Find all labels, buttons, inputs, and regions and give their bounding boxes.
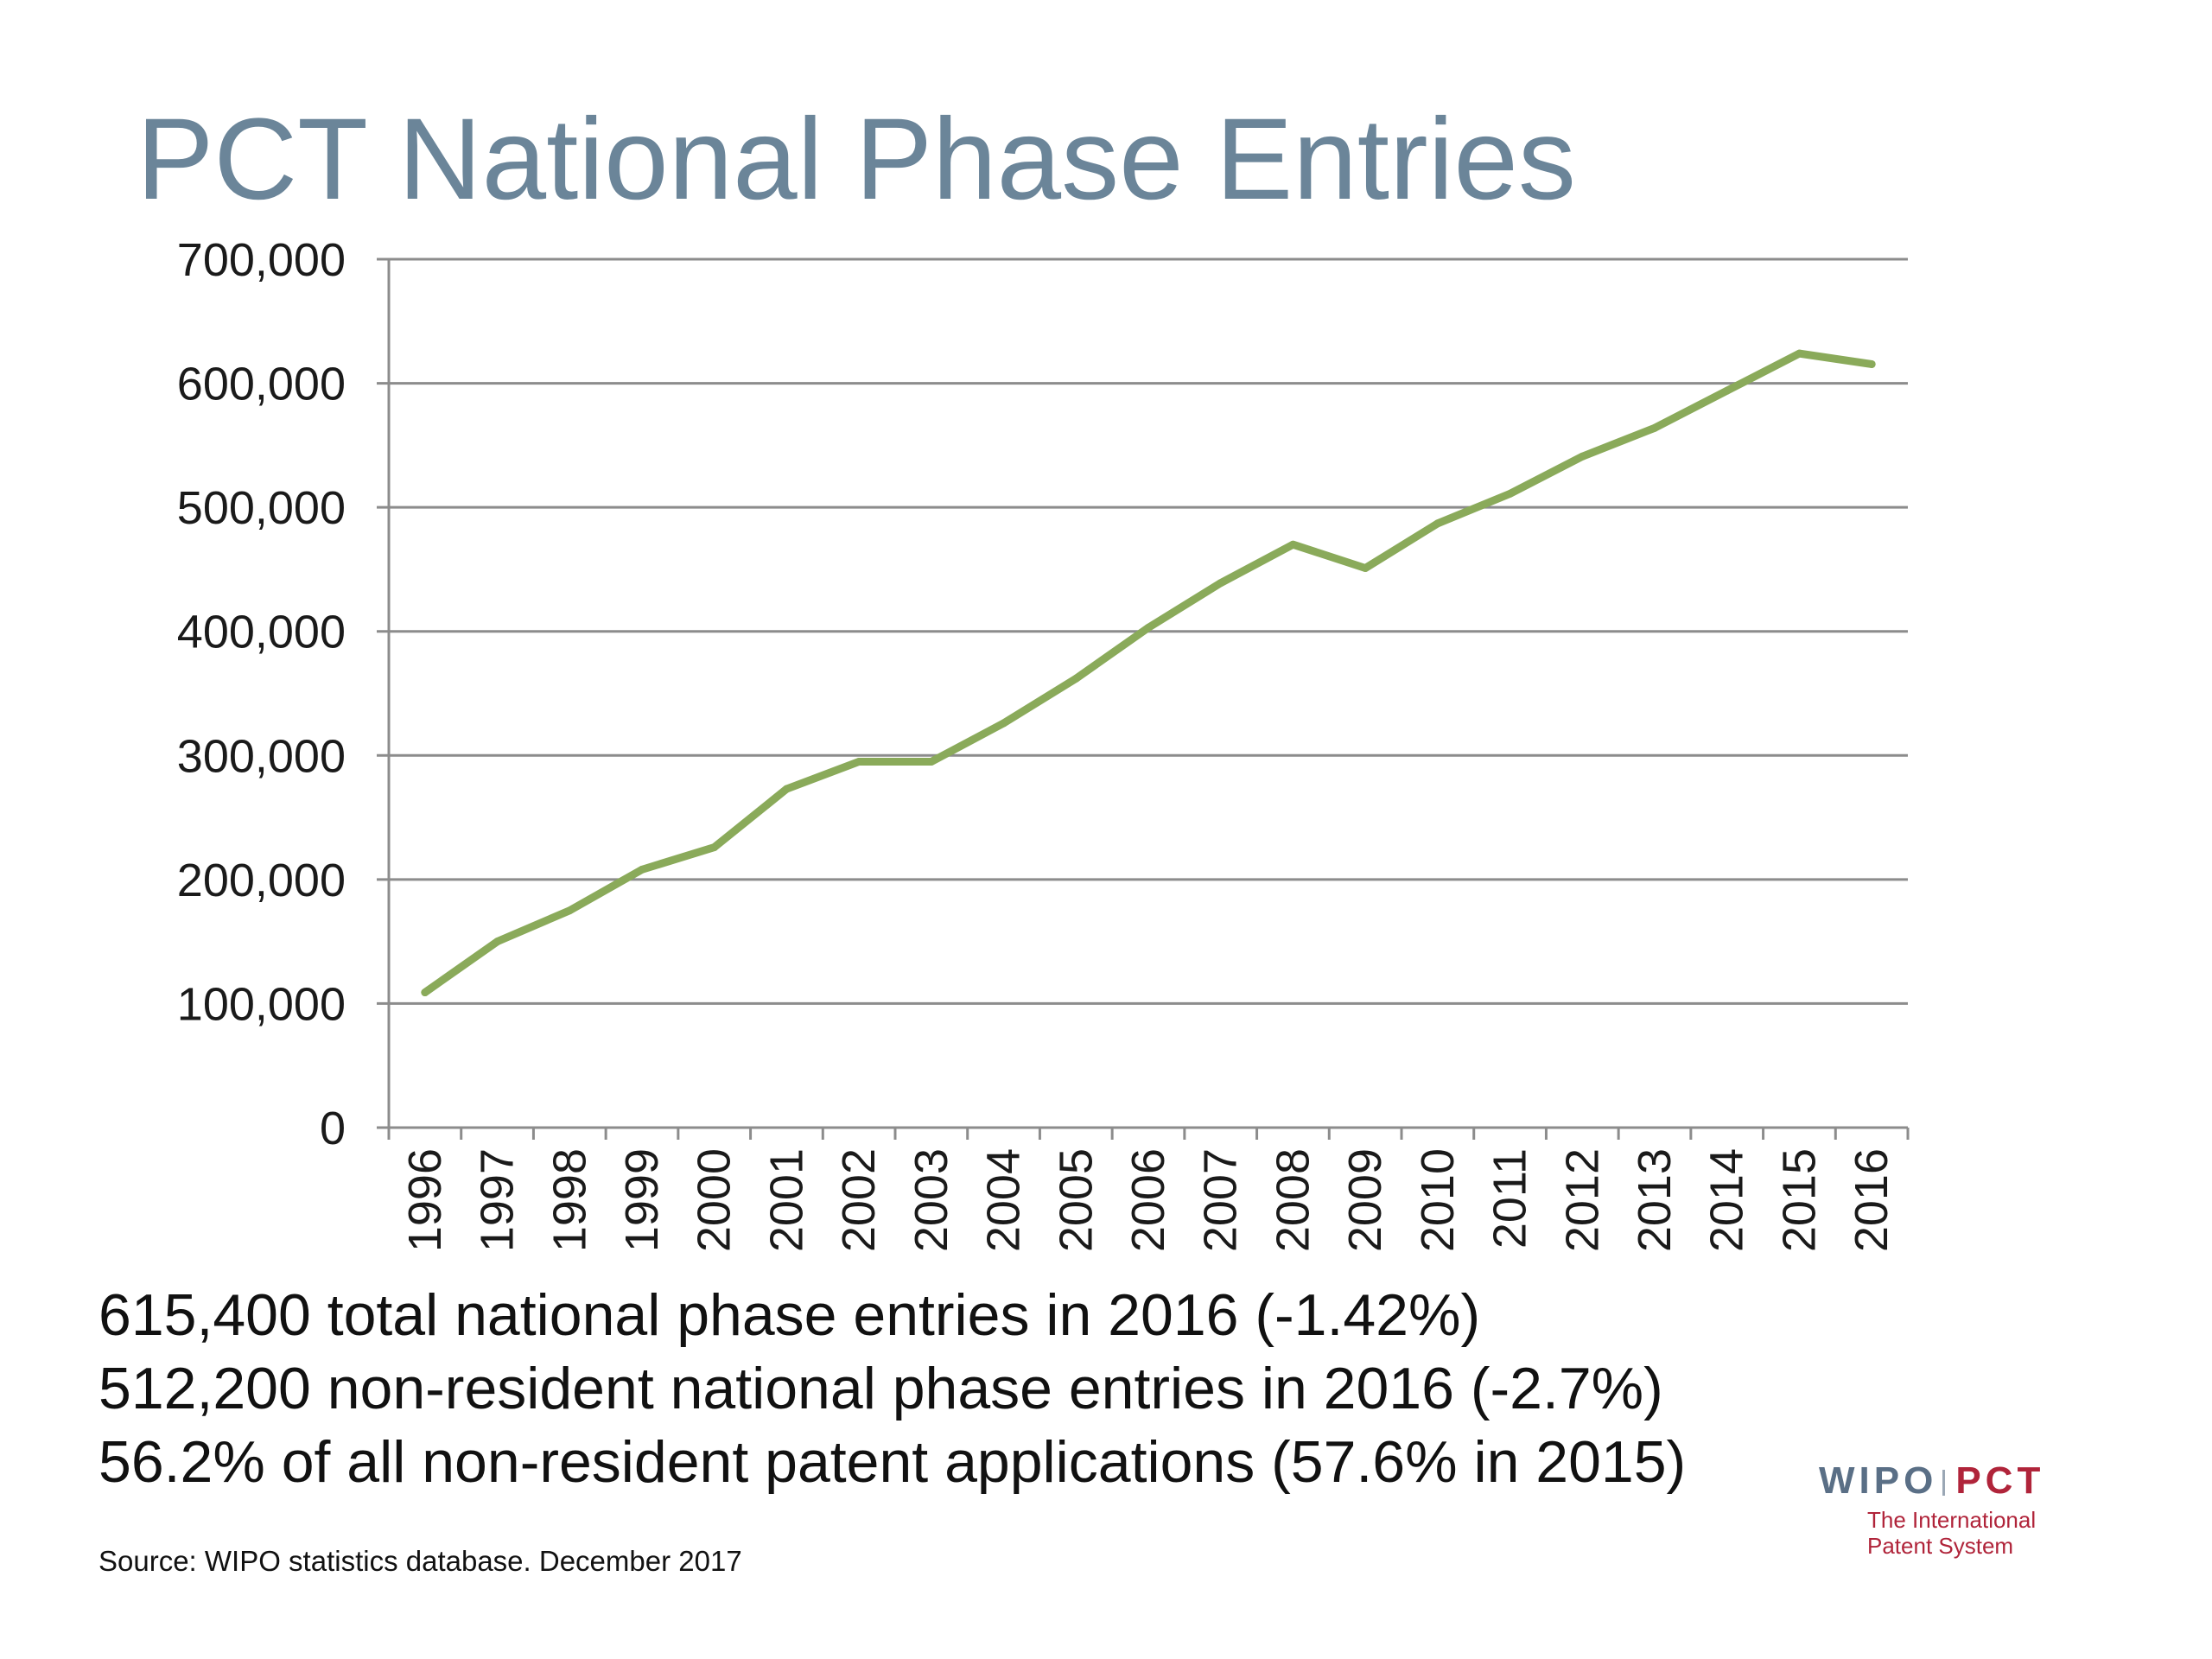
series-layer (421, 349, 1876, 997)
x-tick-label: 2000 (689, 1148, 741, 1252)
y-tick-label: 700,000 (177, 234, 346, 286)
x-tick-label: 2005 (1050, 1148, 1102, 1252)
data-point (1795, 349, 1803, 358)
x-tick-label: 1997 (472, 1148, 524, 1252)
y-tick-labels: 0 100,000 200,000 300,000 400,000 500,000 600,… (177, 234, 346, 1154)
y-tick-label: 500,000 (177, 482, 346, 534)
x-tick-label: 2003 (906, 1148, 957, 1252)
stats-block: 615,400 total national phase entries in … (99, 1279, 1686, 1499)
series-line (421, 349, 1876, 997)
data-point (1071, 674, 1080, 683)
logo-subtitle-line1: The International (1867, 1507, 2037, 1533)
data-point (782, 785, 791, 793)
x-tick-label: 2013 (1629, 1148, 1681, 1252)
y-tick-label: 100,000 (177, 978, 346, 1030)
data-point (1217, 579, 1225, 588)
x-tick-label: 2012 (1556, 1148, 1608, 1252)
logo-pct-text: PCT (1955, 1459, 2045, 1502)
logo-separator (1942, 1470, 1946, 1497)
stat-total: 615,400 total national phase entries in … (99, 1282, 1481, 1348)
data-point (638, 865, 646, 874)
data-point (565, 906, 574, 915)
x-tick-label: 2011 (1484, 1148, 1536, 1249)
x-tick-label: 2014 (1701, 1148, 1753, 1252)
x-tick-label: 2008 (1267, 1148, 1319, 1252)
stat-share: 56.2% of all non-resident patent applica… (99, 1429, 1687, 1495)
x-tick-label: 2001 (760, 1148, 812, 1252)
x-tick-label: 1998 (543, 1148, 595, 1252)
data-point (493, 938, 502, 946)
page-title: PCT National Phase Entries (137, 95, 1576, 224)
x-tick-label: 2006 (1122, 1148, 1174, 1252)
x-tick-label: 1999 (616, 1148, 668, 1252)
source-note: Source: WIPO statistics database. Decemb… (99, 1545, 742, 1577)
data-point (1288, 540, 1297, 549)
axes (377, 259, 1910, 1140)
data-point (1867, 359, 1876, 368)
y-tick-label: 600,000 (177, 359, 346, 410)
data-point (1650, 423, 1659, 432)
x-tick-label: 2002 (833, 1148, 885, 1252)
x-tick-labels: 1996 1997 1998 1999 2000 2001 2002 2003 2004 2005… (399, 1148, 1897, 1252)
stat-non-resident: 512,200 non-resident national phase entr… (99, 1356, 1663, 1421)
x-tick-label: 2009 (1339, 1148, 1391, 1252)
data-point (1000, 719, 1008, 728)
wipo-pct-logo: WIPO PCT The International Patent System (1819, 1462, 2095, 1566)
data-point (1578, 452, 1586, 461)
data-point (710, 843, 719, 852)
data-point (421, 988, 429, 997)
x-tick-label: 2007 (1195, 1148, 1247, 1252)
y-tick-label: 200,000 (177, 855, 346, 906)
data-point (855, 757, 863, 766)
y-tick-label: 0 (320, 1103, 346, 1154)
logo-wipo-text: WIPO (1819, 1459, 1938, 1502)
y-tick-label: 300,000 (177, 730, 346, 782)
x-tick-label: 1996 (399, 1148, 451, 1252)
data-point (1506, 489, 1515, 498)
x-tick-label: 2016 (1846, 1148, 1897, 1252)
data-point (1723, 386, 1732, 395)
logo-wordmark: WIPO PCT (1819, 1462, 2044, 1500)
x-tick-label: 2004 (978, 1148, 1030, 1252)
y-tick-label: 400,000 (177, 607, 346, 658)
x-tick-label: 2010 (1412, 1148, 1464, 1252)
data-point (1361, 563, 1370, 572)
x-tick-label: 2015 (1773, 1148, 1825, 1252)
data-point (1144, 623, 1153, 632)
logo-subtitle: The International Patent System (1867, 1507, 2036, 1559)
logo-subtitle-line2: Patent System (1867, 1533, 2014, 1559)
data-point (1433, 519, 1442, 528)
data-point (927, 757, 936, 766)
